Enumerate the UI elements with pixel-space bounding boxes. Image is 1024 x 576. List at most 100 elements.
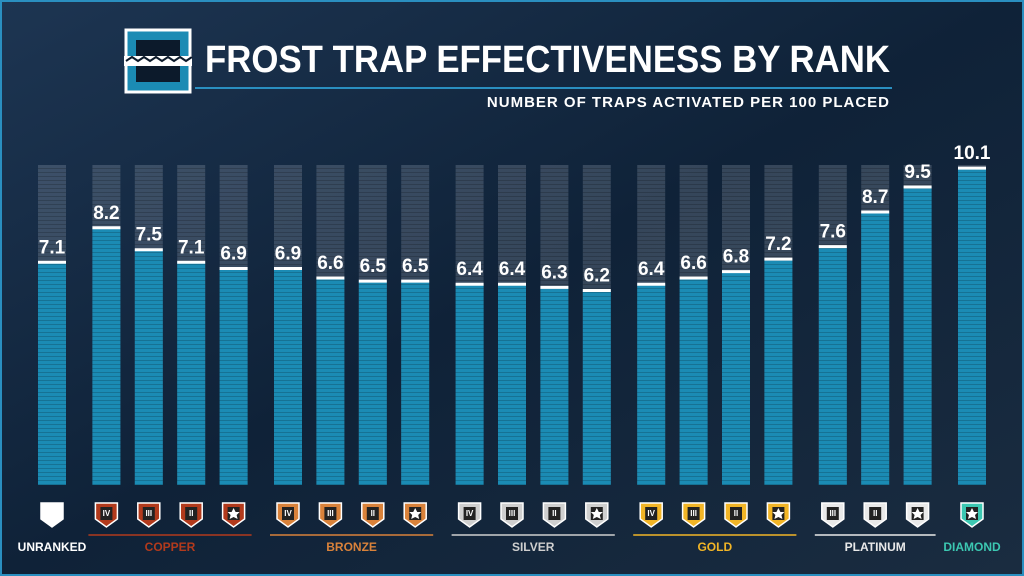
badge-inner	[366, 507, 379, 520]
badge-inner	[730, 507, 742, 520]
bar-stripes	[903, 186, 932, 485]
value-label: 8.2	[93, 203, 119, 224]
badge-inner	[548, 507, 561, 520]
group-label: BRONZE	[326, 540, 377, 554]
rank-label: IV	[103, 509, 111, 518]
rank-badge: II	[179, 502, 203, 528]
group-label: SILVER	[512, 540, 555, 554]
value-label: 6.4	[638, 259, 665, 280]
rank-star	[966, 508, 978, 519]
rank-badge	[403, 502, 427, 528]
rank-label: III	[690, 509, 697, 518]
bar-stripes	[316, 277, 345, 485]
bar-stripes	[764, 259, 793, 485]
value-label: 6.5	[402, 256, 429, 277]
bar-stripes	[861, 212, 890, 485]
group-label: PLATINUM	[845, 540, 906, 554]
group-label: GOLD	[697, 540, 732, 554]
badge-shape	[40, 502, 64, 528]
rank-star	[409, 508, 422, 519]
rank-badge: II	[863, 502, 887, 528]
bar-stripes	[92, 227, 121, 485]
rank-badge	[221, 502, 246, 528]
value-label: 6.9	[220, 244, 246, 265]
group-label: COPPER	[145, 540, 196, 554]
value-label: 7.1	[178, 237, 205, 258]
rank-badge	[585, 502, 609, 528]
bar-stripes	[498, 284, 526, 485]
value-label: 6.6	[680, 253, 706, 274]
rank-badge: III	[318, 502, 343, 528]
value-label: 6.2	[584, 266, 610, 287]
badge-inner	[826, 507, 839, 520]
rank-star	[227, 508, 240, 519]
bar-stripes	[818, 246, 847, 485]
rank-label: II	[873, 509, 877, 518]
rank-badge: II	[361, 502, 385, 528]
badge-inner	[869, 507, 882, 520]
rank-badge: III	[821, 502, 845, 528]
value-label: 6.8	[723, 247, 749, 268]
value-label: 6.9	[275, 244, 301, 265]
bar-stripes	[540, 287, 569, 485]
chart-title: FROST TRAP EFFECTIVENESS BY RANK	[205, 39, 891, 81]
rank-badge	[40, 502, 64, 528]
rank-label: IV	[466, 509, 474, 518]
bar-stripes	[958, 168, 986, 485]
bar-stripes	[38, 262, 66, 485]
bar-stripes	[274, 268, 302, 485]
bar-stripes	[722, 271, 750, 485]
rank-label: II	[371, 509, 375, 518]
bar-stripes	[401, 281, 430, 485]
bar-stripes	[455, 284, 484, 485]
value-label: 7.6	[820, 222, 846, 243]
rank-star	[911, 508, 924, 519]
rank-star	[590, 508, 603, 519]
bar-stripes	[679, 277, 708, 485]
rank-label: III	[145, 509, 152, 518]
rank-badge: IV	[639, 502, 663, 528]
group-label: UNRANKED	[18, 540, 87, 554]
rank-badge: II	[542, 502, 567, 528]
bar-stripes	[177, 262, 206, 485]
value-label: 7.1	[39, 237, 66, 258]
title-icon	[124, 28, 193, 94]
bar-stripes	[219, 268, 248, 485]
rank-badge: IV	[94, 502, 119, 528]
value-label: 7.2	[765, 234, 791, 255]
rank-label: III	[327, 509, 334, 518]
rank-badge: III	[681, 502, 706, 528]
rank-badge: IV	[457, 502, 482, 528]
chart-subtitle: NUMBER OF TRAPS ACTIVATED PER 100 PLACED	[487, 94, 890, 111]
value-label: 6.3	[541, 262, 567, 283]
rank-label: II	[189, 509, 193, 518]
value-label: 7.5	[136, 225, 163, 246]
value-label: 6.4	[456, 259, 483, 280]
badge-inner	[645, 507, 658, 520]
value-label: 6.5	[360, 256, 387, 277]
badge-inner	[324, 507, 337, 520]
badge-inner	[282, 507, 294, 520]
value-label: 9.5	[904, 162, 931, 183]
rank-badge: III	[137, 502, 161, 528]
bar-stripes	[358, 281, 387, 485]
value-label: 10.1	[954, 143, 991, 164]
badge-inner	[100, 507, 113, 520]
rank-label: III	[829, 509, 836, 518]
rank-badge: IV	[276, 502, 300, 528]
badge-inner	[142, 507, 155, 520]
group-label: DIAMOND	[943, 540, 1001, 554]
badge-inner	[463, 507, 476, 520]
rank-label: IV	[284, 509, 292, 518]
rank-badge: III	[500, 502, 524, 528]
rank-badge	[905, 502, 930, 528]
badge-inner	[506, 507, 518, 520]
rank-star	[772, 508, 785, 519]
badge-inner	[687, 507, 700, 520]
bar-stripes	[582, 290, 611, 485]
rank-badge	[960, 502, 984, 528]
bar-stripes	[134, 249, 163, 485]
rank-label: II	[734, 509, 738, 518]
